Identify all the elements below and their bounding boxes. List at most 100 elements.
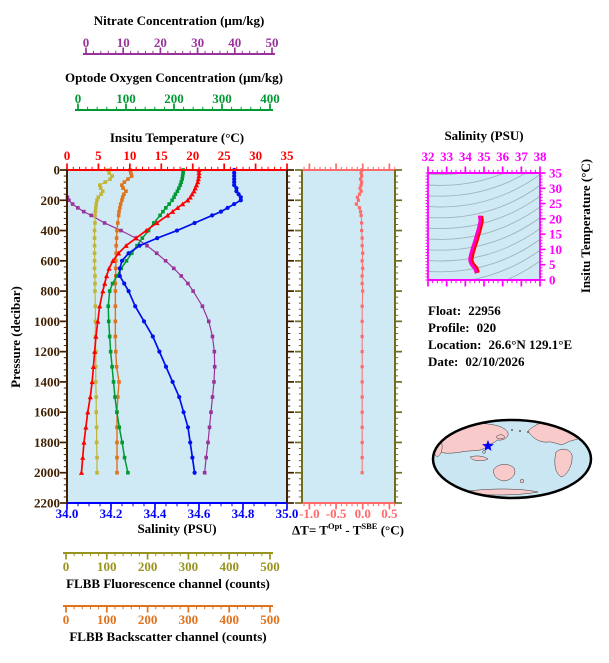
- ts-bottom-axis: [427, 279, 541, 287]
- pressure-axis-tick-label: 1800: [34, 435, 60, 450]
- nitrate-axis-tick-label: 20: [154, 35, 167, 50]
- nitrate-axis: 0 10 20 30 40 50: [83, 35, 279, 55]
- delta-t-bottom-axis-tick-label: 0.0: [355, 506, 371, 521]
- nitrate-axis-tick-label: 40: [228, 35, 241, 50]
- delta-t-top-axis: [302, 163, 396, 171]
- pressure-axis-tick-label: 2200: [34, 496, 60, 511]
- salinity-axis-tick-label: 35.0: [276, 506, 299, 521]
- location-label: Location:: [428, 337, 482, 352]
- pressure-axis-tick-label: 800: [41, 284, 61, 299]
- temperature-axis-tick-label: 25: [218, 148, 232, 163]
- oxygen-axis-tick-label: 0: [75, 91, 82, 106]
- delta-t-left-spine: [295, 169, 303, 504]
- delta-t-label-post: (°C): [377, 522, 404, 538]
- fluorescence-axis-tick-label: 100: [97, 559, 117, 574]
- backscatter-axis-title: FLBB Backscatter channel (counts): [69, 629, 267, 644]
- temperature-axis-tick-label: 20: [186, 148, 199, 163]
- pressure-axis-tick-label: 1200: [34, 344, 60, 359]
- delta-t-label-mid: - T: [342, 522, 362, 538]
- temperature-axis-tick-label: 15: [155, 148, 169, 163]
- ts-salinity-axis-tick-label: 36: [496, 149, 510, 164]
- oxygen-axis-tick-label: 300: [212, 91, 232, 106]
- delta-t-axis-title: ΔT= TOpt - TSBE (°C): [283, 521, 413, 538]
- ts-salinity-axis-tick-label: 32: [422, 149, 435, 164]
- temperature-axis: 0 5 10 15 20 25 30 35: [64, 148, 295, 171]
- fluorescence-axis-tick-label: 500: [260, 559, 280, 574]
- delta-t-bottom-axis-tick-label: 0.5: [381, 506, 398, 521]
- date-value: 02/10/2026: [465, 354, 525, 369]
- ts-temperature-tick-label: 5: [549, 257, 556, 272]
- plot-backgrounds: [67, 170, 540, 503]
- temperature-axis-tick-label: 35: [281, 148, 295, 163]
- nitrate-profile-series: [65, 195, 217, 475]
- ts-temperature-tick-label: 15: [549, 227, 563, 242]
- float-value: 22956: [468, 303, 501, 318]
- delta-t-bottom-axis-tick-label: -1.0: [299, 506, 320, 521]
- ts-temperature-tick-label: 0: [549, 273, 556, 288]
- backscatter-axis-tick-label: 0: [63, 612, 70, 627]
- pressure-axis-tick-label: 1400: [34, 374, 60, 389]
- oxygen-axis-tick-label: 200: [164, 91, 184, 106]
- ts-curve: [468, 213, 484, 275]
- ts-temperature-axis-title: Insitu Temperature (°C): [578, 158, 593, 294]
- temperature-axis-tick-label: 10: [123, 148, 136, 163]
- profile-label: Profile:: [428, 320, 470, 335]
- delta-t-label-sup-opt: Opt: [327, 521, 343, 531]
- delta-t-label-sup-sbe: SBE: [361, 521, 378, 531]
- pressure-axis-tick-label: 0: [54, 163, 61, 178]
- nitrate-axis-tick-label: 50: [266, 35, 279, 50]
- float-info-line: Float: 22956: [428, 302, 572, 319]
- backscatter-axis-tick-label: 300: [179, 612, 199, 627]
- pressure-axis-title: Pressure (decibar): [8, 286, 23, 388]
- ts-salinity-axis-tick-label: 33: [440, 149, 454, 164]
- delta-t-bottom-axis: -1.0 -0.5 0.0 0.5: [299, 502, 398, 521]
- salinity-axis-tick-label: 34.2: [100, 506, 123, 521]
- salinity-axis-title: Salinity (PSU): [137, 521, 217, 536]
- nitrate-axis-tick-label: 30: [191, 35, 204, 50]
- delta-t-label-pre: ΔT= T: [292, 522, 328, 538]
- pressure-axis-tick-label: 200: [41, 193, 61, 208]
- fluorescence-axis-title: FLBB Fluorescence channel (counts): [66, 576, 270, 591]
- fluorescence-axis-tick-label: 0: [63, 559, 70, 574]
- world-map: [431, 418, 593, 500]
- backscatter-axis-tick-label: 100: [97, 612, 117, 627]
- backscatter-axis-tick-label: 200: [138, 612, 158, 627]
- salinity-axis-tick-label: 34.6: [188, 506, 211, 521]
- salinity-axis-tick-label: 34.8: [232, 506, 255, 521]
- oxygen-axis-title: Optode Oxygen Concentration (μm/kg): [65, 70, 283, 85]
- ts-isopycnal-contours: [428, 173, 540, 280]
- float-info-line: Profile: 020: [428, 319, 572, 336]
- ts-salinity-axis-title: Salinity (PSU): [444, 128, 524, 143]
- profile-value: 020: [476, 320, 497, 335]
- temperature-axis-tick-label: 0: [64, 148, 71, 163]
- salinity-axis-tick-label: 34.0: [56, 506, 79, 521]
- salinity-profile-series: [117, 167, 243, 475]
- nitrate-axis-tick-label: 10: [117, 35, 130, 50]
- ts-salinity-axis-tick-label: 35: [478, 149, 492, 164]
- float-info-line: Date: 02/10/2026: [428, 353, 572, 370]
- ts-salinity-axis-tick-label: 34: [459, 149, 473, 164]
- nitrate-axis-tick-label: 0: [83, 35, 90, 50]
- float-info-block: Float: 22956 Profile: 020 Location: 26.6°N …: [428, 302, 572, 370]
- temperature-axis-tick-label: 30: [249, 148, 262, 163]
- ts-salinity-axis-tick-label: 38: [534, 149, 548, 164]
- backscatter-axis-tick-label: 400: [219, 612, 239, 627]
- float-label: Float:: [428, 303, 462, 318]
- ts-temperature-tick-label: 30: [549, 181, 562, 196]
- backscatter-axis: 0 100 200 300 400 500: [63, 605, 280, 627]
- pressure-axis: 0 200 400 600 800 1000 1200 1400 1600 1800 2000 220…: [34, 163, 68, 511]
- pressure-axis-tick-label: 1000: [34, 314, 60, 329]
- fluorescence-axis-tick-label: 400: [219, 559, 239, 574]
- delta-t-right-spine: [394, 169, 402, 504]
- delta-t-bottom-axis-tick-label: -0.5: [326, 506, 347, 521]
- pressure-axis-tick-label: 1600: [34, 405, 60, 420]
- pressure-axis-right: [286, 169, 294, 504]
- ts-temperature-tick-label: 35: [549, 166, 563, 181]
- temperature-axis-tick-label: 5: [95, 148, 102, 163]
- ts-salinity-axis-tick-label: 37: [515, 149, 529, 164]
- ts-salinity-axis: 32 33 34 35 36 37 38: [422, 149, 548, 174]
- oxygen-axis-tick-label: 400: [260, 91, 280, 106]
- location-value: 26.6°N 129.1°E: [488, 337, 573, 352]
- pressure-axis-tick-label: 2000: [34, 465, 60, 480]
